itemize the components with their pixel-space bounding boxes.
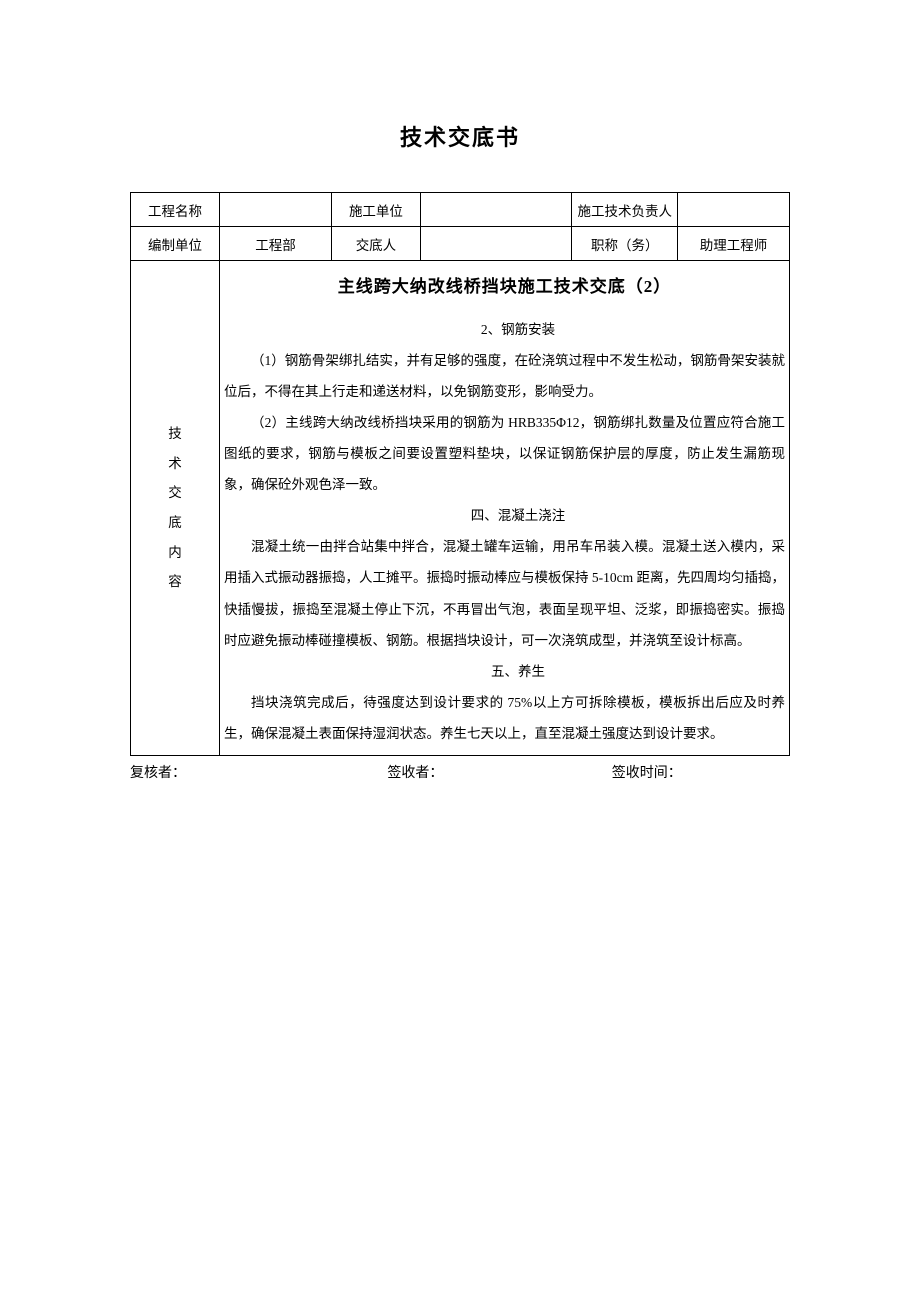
label-tech-lead: 施工技术负责人 [572,193,677,227]
value-job-title: 助理工程师 [677,227,789,261]
side-char: 交 [168,478,182,508]
footer-reviewer: 复核者： [130,762,387,782]
content-row: 技 术 交 底 内 容 主线跨大纳改线桥挡块施工技术交底（2） 2、钢筋安装 （… [131,261,790,756]
page-title: 技术交底书 [130,120,790,152]
content-subtitle: 主线跨大纳改线桥挡块施工技术交底（2） [224,267,785,306]
content-body: 主线跨大纳改线桥挡块施工技术交底（2） 2、钢筋安装 （1）钢筋骨架绑扎结实，并… [219,261,789,756]
paragraph-4: 混凝土统一由拌合站集中拌合，混凝土罐车运输，用吊车吊装入模。混凝土送入模内，采用… [224,531,785,655]
side-char: 技 [168,419,182,449]
section-2-title: 2、钢筋安装 [224,314,785,345]
label-project-name: 工程名称 [131,193,220,227]
value-project-name [219,193,331,227]
label-construction-unit: 施工单位 [331,193,420,227]
side-char: 底 [168,508,182,538]
value-disclose-person [420,227,572,261]
footer-row: 复核者： 签收者： 签收时间： [130,762,790,782]
side-char: 术 [168,449,182,479]
paragraph-2-1: （1）钢筋骨架绑扎结实，并有足够的强度，在砼浇筑过程中不发生松动，钢筋骨架安装就… [224,345,785,407]
header-row-2: 编制单位 工程部 交底人 职称（务） 助理工程师 [131,227,790,261]
footer-receiver: 签收者： [387,762,611,782]
content-side-label: 技 术 交 底 内 容 [131,261,220,756]
section-4-title: 四、混凝土浇注 [224,500,785,531]
value-tech-lead [677,193,789,227]
value-construction-unit [420,193,572,227]
paragraph-2-2: （2）主线跨大纳改线桥挡块采用的钢筋为 HRB335Φ12，钢筋绑扎数量及位置应… [224,407,785,500]
header-row-1: 工程名称 施工单位 施工技术负责人 [131,193,790,227]
side-char: 容 [168,567,182,597]
footer-time: 签收时间： [612,762,790,782]
label-compile-unit: 编制单位 [131,227,220,261]
paragraph-5: 挡块浇筑完成后，待强度达到设计要求的 75%以上方可拆除模板，模板拆出后应及时养… [224,687,785,749]
label-disclose-person: 交底人 [331,227,420,261]
disclosure-table: 工程名称 施工单位 施工技术负责人 编制单位 工程部 交底人 职称（务） 助理工… [130,192,790,756]
section-5-title: 五、养生 [224,656,785,687]
side-char: 内 [168,538,182,568]
label-job-title: 职称（务） [572,227,677,261]
value-compile-unit: 工程部 [219,227,331,261]
